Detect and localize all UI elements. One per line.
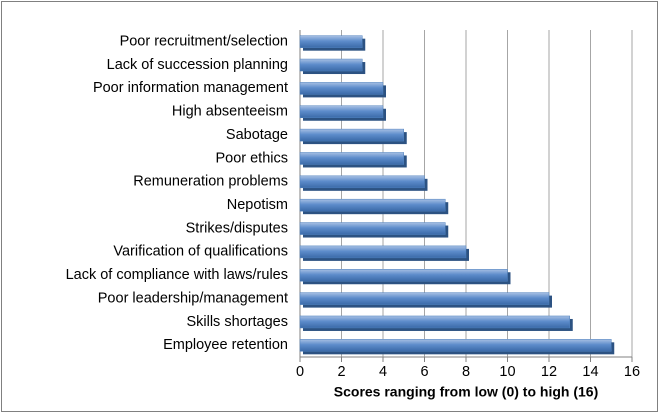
bar: [299, 128, 404, 142]
bar: [299, 315, 570, 329]
x-tick-label: 14: [582, 364, 598, 380]
y-tick-label: Strikes/disputes: [186, 220, 288, 236]
y-tick-label: Nepotism: [227, 197, 288, 213]
y-tick-label: Lack of compliance with laws/rules: [66, 267, 288, 283]
bar: [299, 152, 404, 165]
bar: [299, 58, 363, 72]
bar: [299, 292, 550, 305]
bar: [299, 245, 467, 259]
x-tick-label: 4: [379, 364, 387, 380]
y-tick-label: Poor information management: [93, 80, 288, 96]
x-tick-label: 0: [296, 364, 304, 380]
x-tick-label: 6: [420, 364, 428, 380]
y-tick-label: Poor recruitment/selection: [120, 34, 288, 50]
x-tick-label: 8: [462, 364, 470, 380]
y-tick-label: Poor ethics: [215, 150, 288, 166]
bar: [299, 105, 384, 118]
x-tick-label: 10: [499, 364, 515, 380]
bar: [299, 339, 612, 352]
bar: [299, 175, 425, 189]
y-tick-label: High absenteeism: [172, 104, 288, 120]
y-tick-label: Employee retention: [163, 337, 288, 353]
x-tick-label: 16: [624, 364, 640, 380]
y-tick-label: Lack of succession planning: [107, 57, 288, 73]
bar: [299, 35, 363, 48]
y-tick-label: Varification of qualifications: [113, 244, 288, 260]
y-tick-label: Skills shortages: [186, 314, 288, 330]
bar: [299, 222, 446, 235]
y-tick-label: Poor leadership/management: [98, 290, 288, 306]
y-tick-label: Sabotage: [226, 127, 288, 143]
x-axis-label: Scores ranging from low (0) to high (16): [334, 384, 598, 400]
bar: [299, 82, 384, 95]
x-tick-label: 12: [541, 364, 557, 380]
x-tick-label: 2: [337, 364, 345, 380]
bar: [299, 198, 446, 212]
bar: [299, 269, 508, 282]
y-tick-label: Remuneration problems: [133, 174, 288, 190]
